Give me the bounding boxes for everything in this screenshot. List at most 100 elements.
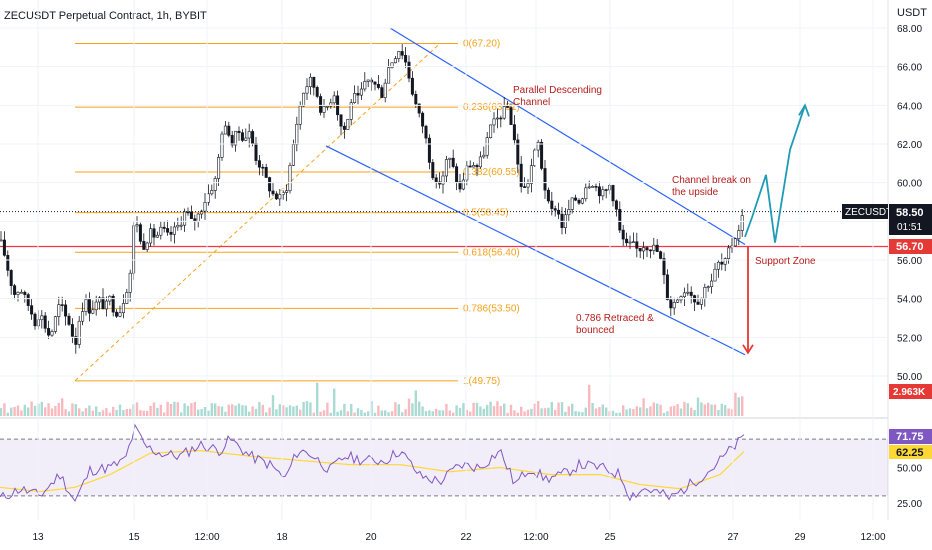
volume-bar <box>275 409 278 416</box>
volume-bar <box>309 402 312 416</box>
volume-bar <box>224 411 227 416</box>
volume-bar <box>122 409 125 416</box>
volume-bar <box>656 403 659 416</box>
candle-body <box>366 79 370 82</box>
volume-bar <box>394 402 397 416</box>
candle-body <box>359 88 363 96</box>
volume-bar <box>540 408 543 416</box>
bearish-arrowhead <box>742 344 754 355</box>
volume-bar <box>3 403 6 416</box>
fib-level-label: 0.236(63.91) <box>463 102 520 113</box>
price-tick-label: 68.00 <box>897 24 922 35</box>
candle-body <box>601 189 605 197</box>
volume-bar <box>292 406 295 416</box>
volume-bar <box>193 402 196 416</box>
candle-body <box>240 132 244 141</box>
volume-bar <box>618 412 621 416</box>
candle-body <box>577 199 581 204</box>
candle-body <box>516 139 520 165</box>
candle-body <box>0 239 3 242</box>
last-price-badge: 58.50 01:51 <box>889 204 932 235</box>
volume-bar <box>305 401 309 416</box>
volume-bar <box>703 404 706 416</box>
volume-bar <box>346 411 349 416</box>
volume-bar <box>516 412 519 416</box>
candle-body <box>346 119 350 130</box>
volume-bar <box>720 403 723 416</box>
time-tick-label: 22 <box>460 532 472 543</box>
candle-body <box>121 303 125 314</box>
volume-bar <box>700 402 703 416</box>
price-tick-label: 60.00 <box>897 179 922 190</box>
volume-bar <box>710 404 713 416</box>
volume-bar <box>295 405 298 416</box>
candle-body <box>319 96 323 113</box>
candle-body <box>40 315 44 321</box>
candle-body <box>686 291 690 294</box>
projection-arrows[interactable] <box>742 103 810 355</box>
candle-body <box>60 304 64 306</box>
candle-body <box>512 124 516 141</box>
volume-bar <box>248 411 251 416</box>
volume-bar <box>418 401 421 416</box>
rsi-tick-label: 25.00 <box>897 499 922 510</box>
candle-body <box>247 131 251 139</box>
candle-body <box>13 285 17 295</box>
volume-bar <box>316 382 319 416</box>
volume-bar <box>329 412 332 416</box>
volume-bar <box>492 406 496 416</box>
volume-bar <box>67 411 71 416</box>
volume-bar <box>611 410 615 416</box>
candle-body <box>546 189 550 202</box>
candle-body <box>257 160 261 168</box>
volume-bar <box>639 407 642 416</box>
candle-body <box>84 299 88 312</box>
candle-body <box>652 244 656 251</box>
volume-bar <box>339 410 343 416</box>
volume-bar <box>686 403 689 416</box>
candle-body <box>492 118 496 126</box>
candle-body <box>672 301 676 309</box>
candle-body <box>557 209 561 215</box>
volume-bar <box>285 407 288 416</box>
volume-bar <box>139 410 142 416</box>
candle-body <box>6 254 10 271</box>
candle-body <box>128 272 132 293</box>
candle-body <box>227 125 231 136</box>
candle-body <box>315 87 319 97</box>
candle-body <box>400 51 404 56</box>
volume-bar <box>84 408 88 416</box>
candle-body <box>264 167 268 178</box>
volume-bar <box>482 408 485 416</box>
candle-body <box>587 186 591 189</box>
breakout-annotation-line2: the upside <box>672 187 719 198</box>
candle-body <box>57 304 61 317</box>
candle-body <box>706 286 710 289</box>
bullish-arrowhead <box>798 103 810 117</box>
volume-bar <box>166 401 169 416</box>
candle-body <box>339 114 343 127</box>
support-price-badge: 56.70 <box>889 239 932 254</box>
volume-bar <box>632 409 635 416</box>
fib-level-label: 0.786(53.50) <box>463 303 520 314</box>
candle-body <box>220 133 224 158</box>
candle-body <box>308 76 312 87</box>
candle-body <box>427 137 431 163</box>
volume-bar <box>20 410 23 416</box>
volume-bar <box>360 409 363 416</box>
volume-bar <box>455 405 458 416</box>
volume-bar <box>601 404 604 416</box>
volume-bar <box>30 401 33 416</box>
volume-bar <box>397 404 400 416</box>
volume-bar <box>299 409 302 416</box>
volume-bar <box>404 409 407 416</box>
candle-body <box>570 197 574 210</box>
candle-body <box>441 175 445 185</box>
volume-bar <box>533 403 536 416</box>
volume-bar <box>47 403 50 416</box>
volume-bar <box>523 411 526 416</box>
volume-bar <box>118 404 122 416</box>
volume-bar <box>448 410 451 416</box>
volume-bar <box>465 409 468 416</box>
